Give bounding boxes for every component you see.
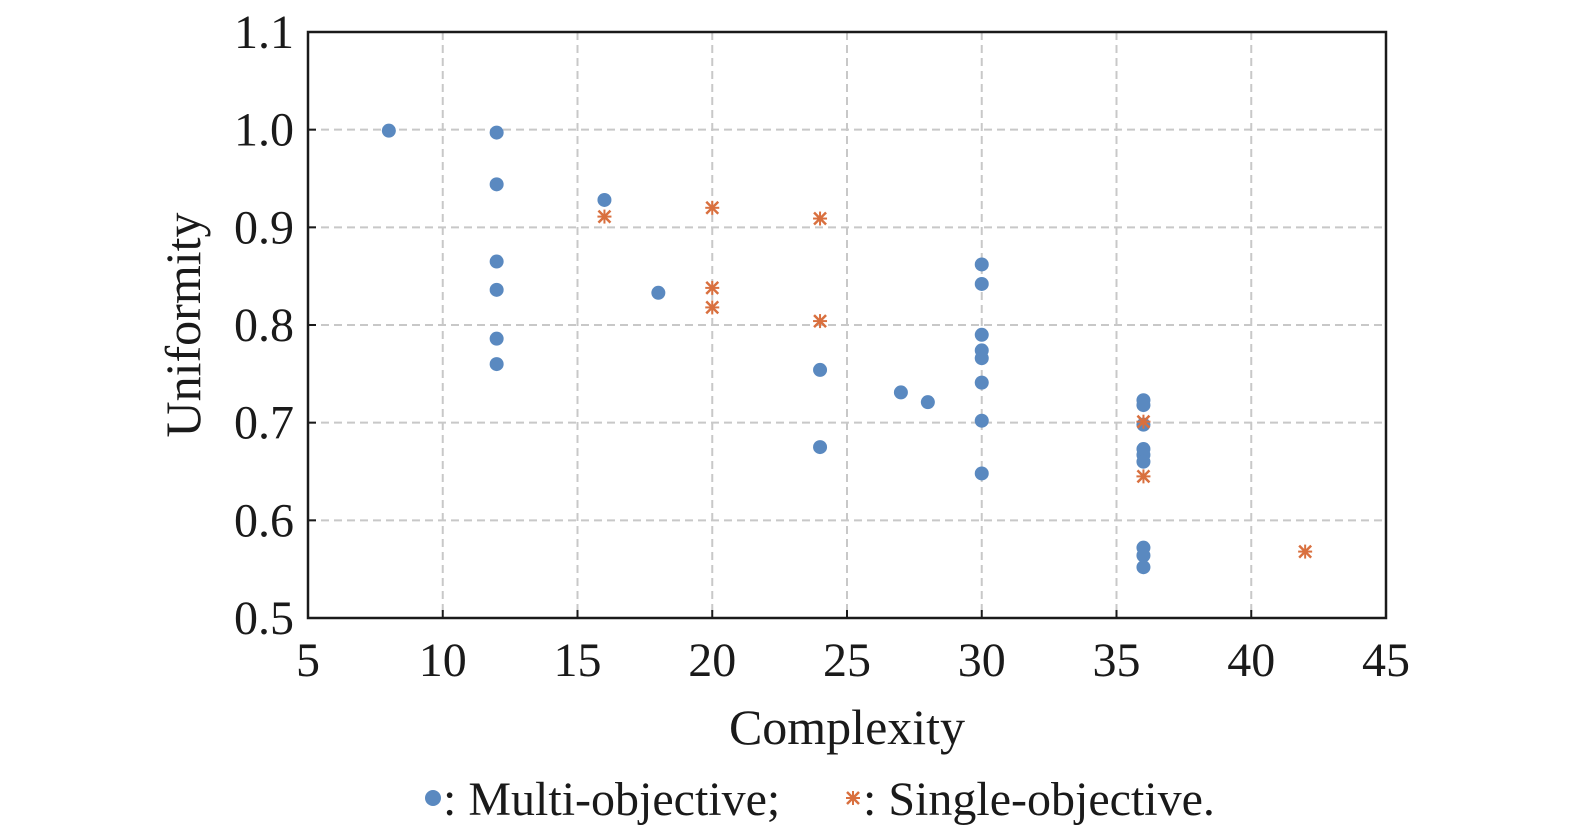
multi-objective-point <box>974 327 989 342</box>
y-tick-label: 0.7 <box>234 397 294 450</box>
legend-multi-objective-label: : Multi-objective; <box>443 773 792 826</box>
x-tick-label: 30 <box>958 634 1006 687</box>
x-tick-label: 35 <box>1093 634 1141 687</box>
multi-objective-point <box>1136 560 1151 575</box>
multi-objective-point <box>813 440 828 455</box>
x-axis-label: Complexity <box>729 699 965 755</box>
x-tick-label: 40 <box>1227 634 1275 687</box>
y-tick-label: 1.1 <box>234 6 294 59</box>
multi-objective-point <box>974 276 989 291</box>
multi-objective-point <box>1136 548 1151 563</box>
multi-objective-point <box>381 123 396 138</box>
y-tick-label: 1.0 <box>234 104 294 157</box>
x-tick-label: 15 <box>554 634 602 687</box>
data-points <box>381 123 1313 575</box>
single-objective-point <box>597 209 612 224</box>
single-objective-point <box>705 200 720 215</box>
multi-objective-point <box>489 357 504 372</box>
legend-star-glyph <box>846 791 860 805</box>
multi-objective-point <box>813 362 828 377</box>
single-objective-point <box>1298 544 1313 559</box>
multi-objective-point <box>974 351 989 366</box>
single-objective-point <box>705 280 720 295</box>
multi-objective-point <box>974 466 989 481</box>
multi-objective-point <box>893 385 908 400</box>
multi-objective-point <box>974 375 989 390</box>
multi-objective-point <box>974 413 989 428</box>
single-objective-point <box>705 300 720 315</box>
x-tick-label: 25 <box>823 634 871 687</box>
multi-objective-point <box>489 331 504 346</box>
axis-ticks: 5 10 15 20 25 30 35 40 45 0.5 0.6 0.7 0.8 0.9 1.0 1.1 <box>234 6 1410 687</box>
multi-objective-point <box>1136 454 1151 469</box>
y-tick-label: 0.8 <box>234 299 294 352</box>
x-tick-label: 5 <box>296 634 320 687</box>
grid-lines <box>308 32 1386 618</box>
y-axis-label: Uniformity <box>155 213 211 438</box>
y-tick-label: 0.5 <box>234 592 294 645</box>
multi-objective-point <box>489 125 504 140</box>
multi-objective-point <box>489 282 504 297</box>
legend: : Multi-objective; : Single-objective. <box>425 773 1215 826</box>
multi-objective-point <box>597 192 612 207</box>
multi-objective-point <box>489 254 504 269</box>
multi-objective-point <box>920 395 935 410</box>
single-objective-point <box>813 314 828 329</box>
multi-objective-point <box>489 177 504 192</box>
y-tick-label: 0.6 <box>234 494 294 547</box>
legend-multi-objective-marker <box>425 790 441 806</box>
single-objective-point <box>1136 469 1151 484</box>
y-tick-label: 0.9 <box>234 201 294 254</box>
single-objective-point <box>813 211 828 226</box>
x-tick-label: 10 <box>419 634 467 687</box>
legend-single-objective-marker <box>846 791 860 805</box>
multi-objective-point <box>1136 398 1151 413</box>
x-tick-label: 20 <box>688 634 736 687</box>
single-objective-point <box>1136 414 1151 429</box>
legend-single-objective-label: : Single-objective. <box>863 773 1215 826</box>
multi-objective-point <box>651 285 666 300</box>
x-tick-label: 45 <box>1362 634 1410 687</box>
multi-objective-point <box>974 257 989 272</box>
